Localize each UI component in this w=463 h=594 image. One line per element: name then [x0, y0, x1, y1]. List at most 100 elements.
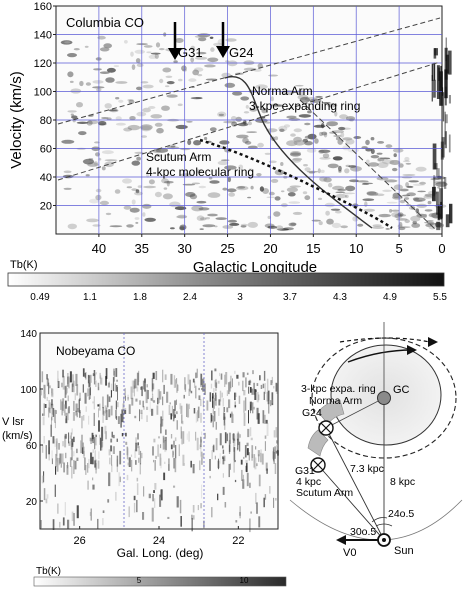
emission-blob [321, 131, 328, 136]
emission-streak [78, 399, 80, 413]
emission-streak [200, 503, 202, 509]
emission-streak [94, 434, 97, 446]
emission-blob [187, 139, 192, 146]
emission-blob [408, 180, 420, 183]
emission-streak [76, 384, 79, 396]
emission-blob [267, 225, 278, 229]
emission-blob [197, 33, 211, 38]
emission-streak [82, 442, 84, 454]
emission-blob [140, 124, 153, 131]
emission-streak [234, 370, 236, 374]
emission-streak [224, 374, 226, 387]
emission-streak [174, 445, 177, 459]
emission-streak [140, 409, 143, 414]
emission-streak [120, 413, 122, 428]
emission-streak [180, 426, 182, 439]
emission-blob [217, 111, 227, 118]
emission-blob [136, 63, 144, 68]
emission-streak [202, 398, 204, 407]
emission-blob [99, 200, 109, 206]
emission-blob [115, 97, 120, 100]
emission-blob [131, 199, 136, 205]
emission-streak [251, 445, 254, 458]
emission-streak [204, 383, 206, 395]
emission-blob [193, 140, 202, 146]
bottom-y-tick-label: 20 [26, 497, 38, 508]
emission-streak [226, 433, 228, 442]
emission-streak [135, 460, 137, 465]
emission-streak [48, 440, 50, 455]
emission-streak [270, 400, 272, 407]
bottom-x-tick-label: 22 [232, 535, 244, 547]
emission-streak [195, 431, 197, 441]
emission-streak [108, 381, 110, 385]
emission-streak [181, 431, 183, 445]
emission-streak [250, 387, 252, 393]
emission-streak [46, 494, 49, 499]
emission-streak [266, 423, 269, 436]
emission-streak [115, 491, 117, 501]
emission-blob [382, 159, 395, 165]
emission-streak [44, 394, 46, 400]
emission-streak [260, 452, 262, 463]
emission-streak [66, 465, 69, 475]
emission-streak [258, 454, 260, 462]
emission-streak [128, 457, 131, 467]
emission-streak [75, 410, 77, 416]
emission-blob [190, 57, 195, 63]
emission-blob [342, 192, 356, 195]
emission-blob [159, 78, 164, 84]
emission-blob [243, 111, 250, 114]
emission-blob [377, 157, 385, 162]
emission-streak [186, 403, 188, 417]
emission-streak [146, 406, 149, 410]
emission-streak [105, 407, 108, 412]
emission-streak [130, 386, 133, 400]
emission-streak [266, 391, 269, 402]
emission-galactic-center [448, 134, 451, 153]
emission-blob [424, 209, 433, 212]
emission-blob [331, 222, 341, 229]
emission-blob [337, 139, 344, 145]
emission-blob [148, 54, 157, 59]
emission-blob [217, 160, 229, 166]
emission-streak [142, 380, 145, 390]
emission-streak [40, 520, 42, 529]
emission-blob [275, 225, 284, 231]
emission-streak [51, 405, 53, 409]
emission-streak [228, 382, 230, 395]
emission-blob [227, 176, 231, 183]
emission-streak [254, 457, 257, 470]
emission-blob [182, 183, 196, 186]
emission-streak [137, 442, 139, 449]
emission-streak [75, 403, 78, 413]
emission-streak [276, 440, 278, 444]
emission-blob [320, 169, 325, 173]
emission-blob [122, 178, 132, 184]
emission-blob [135, 58, 141, 64]
top-x-tick-label: 20 [263, 241, 277, 256]
emission-blob [219, 140, 230, 145]
emission-streak [136, 483, 139, 495]
emission-streak [121, 409, 124, 423]
emission-streak [164, 374, 167, 380]
emission-blob [333, 135, 342, 137]
emission-streak [200, 439, 202, 443]
emission-blob [357, 223, 364, 227]
emission-streak [59, 453, 62, 464]
emission-streak [234, 405, 237, 408]
emission-streak [68, 432, 70, 444]
emission-blob [353, 136, 362, 139]
emission-streak [221, 392, 223, 398]
emission-streak [115, 385, 118, 392]
emission-streak [46, 378, 49, 387]
emission-blob [92, 224, 101, 227]
emission-streak [138, 446, 140, 455]
emission-streak [46, 374, 48, 380]
emission-blob [222, 187, 228, 191]
top-colorbar-tick-label: 3.7 [283, 292, 297, 303]
emission-streak [248, 410, 249, 424]
emission-streak [263, 391, 265, 400]
emission-streak [94, 450, 96, 464]
emission-streak [247, 428, 250, 438]
